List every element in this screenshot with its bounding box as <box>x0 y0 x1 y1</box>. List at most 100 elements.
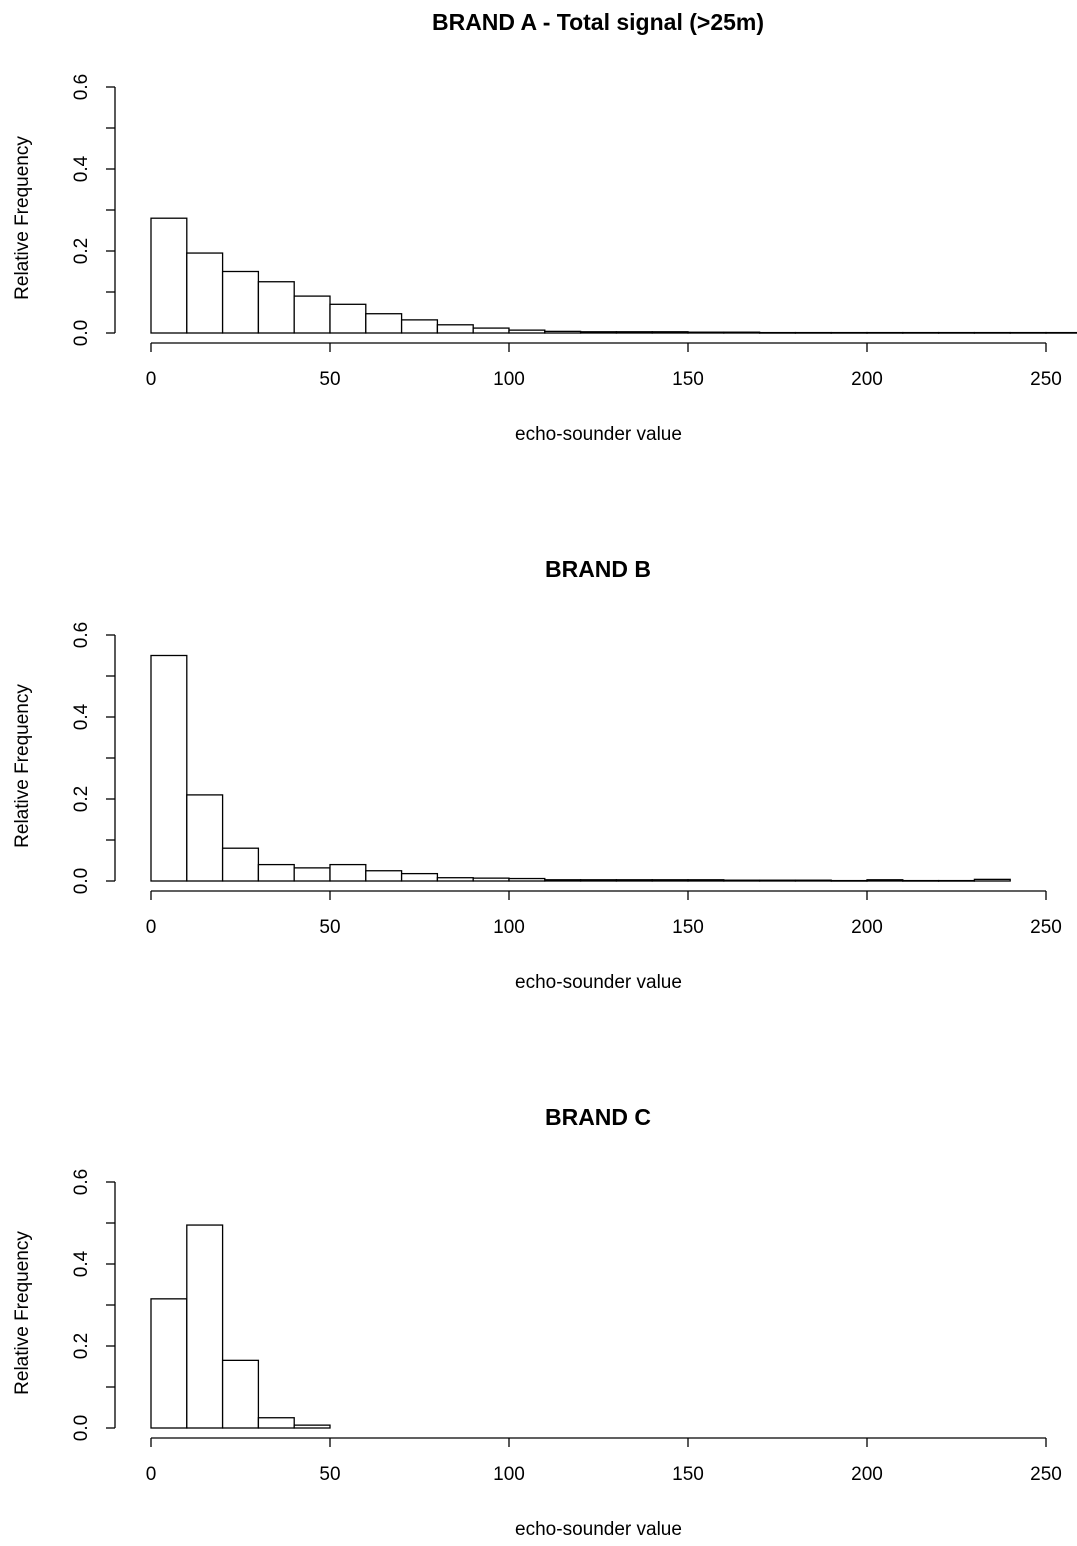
x-ticks: 0 50 100 150 200 250 <box>146 1438 1062 1485</box>
histogram-bar <box>329 303 367 334</box>
x-tick-label: 200 <box>851 1464 883 1485</box>
histogram-bar <box>221 270 260 334</box>
chart-title: BRAND A - Total signal (>25m) <box>432 9 764 35</box>
histogram-bar <box>544 879 582 882</box>
histogram-bar <box>651 331 689 334</box>
chart-title: BRAND B <box>545 556 651 582</box>
x-tick-label: 100 <box>493 1464 525 1485</box>
histogram-bar <box>1009 331 1047 334</box>
y-tick-label: 0.0 <box>71 320 92 346</box>
y-tick-label: 0.6 <box>71 622 92 648</box>
histogram-bar <box>293 295 331 334</box>
histogram-bar <box>150 654 188 882</box>
histogram-bar <box>937 331 976 334</box>
histogram-bar <box>257 1417 295 1429</box>
x-tick-label: 250 <box>1030 369 1062 390</box>
y-tick-label: 0.2 <box>71 786 92 812</box>
bars <box>150 1224 331 1429</box>
y-tick-label: 0.4 <box>71 155 92 182</box>
y-ticks: 0.0 0.2 0.4 0.6 <box>71 74 115 346</box>
x-tick-label: 50 <box>319 917 340 938</box>
x-tick-label: 0 <box>146 917 157 938</box>
histogram-bar <box>902 331 940 334</box>
chart-title: BRAND C <box>545 1104 651 1130</box>
x-tick-label: 50 <box>319 369 340 390</box>
bars <box>150 654 1011 882</box>
histogram-bar <box>723 879 761 882</box>
y-axis-label: Relative Frequency <box>12 1231 33 1395</box>
y-ticks: 0.0 0.2 0.4 0.6 <box>71 622 115 894</box>
histogram-bar <box>866 331 904 334</box>
x-ticks: 0 50 100 150 200 250 <box>146 891 1062 938</box>
x-tick-label: 0 <box>146 1464 157 1485</box>
histogram-bar <box>365 870 403 882</box>
histogram-bar <box>221 1359 260 1429</box>
x-tick-label: 150 <box>672 369 704 390</box>
y-axis-label: Relative Frequency <box>12 136 33 300</box>
y-tick-label: 0.2 <box>71 238 92 264</box>
y-tick-label: 0.4 <box>71 703 92 730</box>
histogram-bar <box>973 878 1011 882</box>
histogram-bar <box>221 847 260 882</box>
y-tick-label: 0.6 <box>71 1169 92 1195</box>
x-tick-label: 200 <box>851 369 883 390</box>
panel-brand-a: BRAND A - Total signal (>25m) 0 50 100 150 2… <box>12 9 1077 445</box>
histogram-bar <box>508 329 546 334</box>
histogram-bar <box>293 1424 331 1429</box>
x-tick-label: 100 <box>493 369 525 390</box>
histogram-bar <box>472 877 510 882</box>
histogram-bar <box>150 217 188 334</box>
histogram-bar <box>758 879 797 882</box>
x-axis-label: echo-sounder value <box>515 1519 682 1540</box>
x-tick-label: 150 <box>672 1464 704 1485</box>
histogram-bar <box>830 331 868 334</box>
histogram-bar <box>257 863 295 882</box>
x-tick-label: 150 <box>672 917 704 938</box>
histogram-bar <box>472 327 510 334</box>
x-ticks: 0 50 100 150 200 250 <box>146 343 1062 390</box>
histogram-bar <box>257 281 295 334</box>
x-axis-label: echo-sounder value <box>515 424 682 445</box>
histogram-bar <box>1045 331 1077 334</box>
y-tick-label: 0.4 <box>71 1250 92 1277</box>
histogram-bar <box>293 867 331 882</box>
histogram-bar <box>329 863 367 882</box>
histogram-bar <box>902 879 940 882</box>
x-tick-label: 0 <box>146 369 157 390</box>
y-tick-label: 0.6 <box>71 74 92 100</box>
x-tick-label: 50 <box>319 1464 340 1485</box>
histogram-bar <box>866 879 904 882</box>
histogram-bar <box>615 879 653 882</box>
panel-brand-b: BRAND B 0 50 100 150 200 250 0.0 0.2 0.4 0.6 ech… <box>12 556 1062 993</box>
bars <box>150 217 1077 334</box>
histogram-bar <box>436 877 474 882</box>
histogram-bar <box>579 879 618 882</box>
histogram-bar <box>579 331 618 334</box>
histogram-bar <box>400 872 439 882</box>
histogram-bar <box>615 331 653 334</box>
histogram-bar <box>150 1298 188 1429</box>
histogram-bar <box>794 879 832 882</box>
histogram-bar <box>436 324 474 334</box>
x-tick-label: 250 <box>1030 917 1062 938</box>
histogram-bar <box>400 319 439 334</box>
histogram-bar <box>723 331 761 334</box>
histogram-bar <box>687 879 725 882</box>
histogram-bar <box>508 877 546 882</box>
panel-brand-c: BRAND C 0 50 100 150 200 250 0.0 0.2 0.4 0.6 ech… <box>12 1104 1062 1540</box>
y-tick-label: 0.2 <box>71 1333 92 1359</box>
histogram-bar <box>544 330 582 334</box>
histogram-bar <box>937 879 976 882</box>
y-tick-label: 0.0 <box>71 1415 92 1441</box>
histogram-bar <box>186 1224 224 1429</box>
histogram-bar <box>365 313 403 334</box>
histogram-bar <box>186 794 224 882</box>
y-tick-label: 0.0 <box>71 868 92 894</box>
x-axis-label: echo-sounder value <box>515 972 682 993</box>
histogram-bar <box>973 331 1011 334</box>
histogram-bar <box>687 331 725 334</box>
histogram-bar <box>758 331 797 334</box>
y-axis-label: Relative Frequency <box>12 684 33 848</box>
x-tick-label: 250 <box>1030 1464 1062 1485</box>
